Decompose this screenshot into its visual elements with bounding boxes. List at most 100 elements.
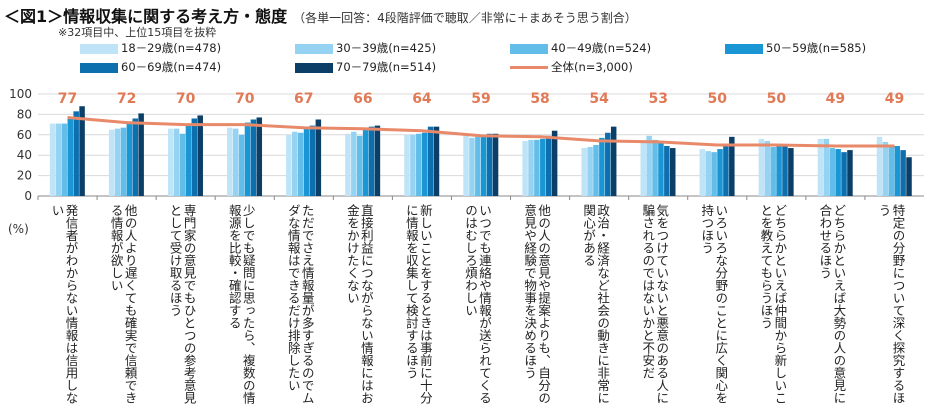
- bar: [882, 141, 889, 196]
- bar: [888, 145, 895, 196]
- bar: [238, 134, 245, 196]
- total-data-label: 67: [294, 91, 313, 107]
- category-label: どちらかといえば大勢の人の意見に合わせるほう: [817, 204, 847, 404]
- category-label: 他の人の意見や提案よりも、自分の意見や経験で物事を決めるほう: [522, 204, 552, 404]
- total-data-label: 58: [530, 91, 549, 107]
- chart-subtitle: （各単一回答：4段階評価で聴取／非常に＋まあそう思う割合）: [293, 11, 637, 25]
- y-tick-label: 20: [17, 169, 32, 183]
- bar: [132, 118, 138, 196]
- bar: [841, 152, 847, 196]
- legend-label: 30－39歳(n=425): [336, 41, 437, 55]
- total-data-label: 70: [235, 91, 255, 107]
- bar: [492, 133, 499, 196]
- bar: [900, 150, 906, 196]
- bar: [469, 137, 475, 196]
- bar: [593, 145, 599, 196]
- bar: [67, 118, 74, 196]
- legend-swatch: [725, 43, 763, 54]
- bar: [185, 124, 192, 196]
- total-data-label: 77: [58, 91, 77, 107]
- bar: [551, 130, 558, 196]
- bar: [292, 131, 298, 196]
- chart-note: ※32項目中、上位15項目を抜粋: [58, 26, 217, 39]
- bar: [173, 128, 180, 196]
- legend-swatch: [295, 43, 333, 54]
- bar: [416, 133, 422, 196]
- bar: [581, 148, 587, 196]
- y-tick-label: 40: [17, 148, 32, 162]
- y-tick-label: 100: [9, 87, 32, 101]
- bar: [545, 135, 552, 196]
- category-label: 特定の分野について深く探究するほう: [876, 204, 906, 404]
- bar: [788, 148, 794, 196]
- bar: [138, 113, 144, 196]
- bar: [847, 150, 853, 196]
- legend-label: 40－49歳(n=524): [551, 41, 652, 55]
- bar: [758, 138, 765, 196]
- bar: [244, 122, 251, 196]
- total-data-label: 70: [176, 91, 196, 107]
- bar: [764, 140, 771, 196]
- bar: [658, 140, 664, 196]
- total-data-label: 49: [826, 91, 845, 107]
- bar: [410, 134, 416, 196]
- bar: [356, 135, 363, 196]
- legend-swatch: [80, 43, 118, 54]
- bar: [475, 136, 481, 196]
- legend-swatch: [80, 62, 118, 73]
- bar: [351, 131, 357, 196]
- legend-label: 50－59歳(n=585): [766, 41, 867, 55]
- bar: [114, 128, 121, 196]
- bar: [191, 118, 198, 196]
- legend-item: 70－79歳(n=514): [295, 61, 436, 74]
- legend-item: 全体(n=3,000): [510, 61, 633, 74]
- bar: [670, 148, 676, 196]
- bar: [906, 157, 912, 196]
- category-label: 直接利益につながらない情報にはお金をかけたくない: [344, 204, 374, 404]
- legend-swatch: [510, 43, 548, 54]
- bar: [835, 149, 841, 196]
- chart-title: ＜図1＞情報収集に関する考え方・態度: [4, 7, 288, 26]
- bar: [197, 115, 203, 196]
- bar: [227, 127, 233, 196]
- bar: [309, 125, 316, 196]
- bar: [705, 151, 711, 196]
- bar: [315, 119, 322, 196]
- total-data-label: 50: [708, 91, 728, 107]
- bar: [610, 126, 617, 196]
- total-data-label: 59: [471, 91, 490, 107]
- bar: [823, 138, 830, 196]
- bar: [729, 136, 735, 196]
- bar: [55, 123, 62, 196]
- category-label: 政治・経済など社会の動きに非常に関心がある: [581, 204, 611, 404]
- bar: [646, 135, 652, 196]
- bar: [232, 128, 239, 196]
- bar: [699, 149, 706, 196]
- bar: [167, 128, 174, 196]
- category-label: 少しでも疑問に思ったら、複数の情報源を比較・確認する: [226, 204, 256, 404]
- bar: [876, 136, 883, 196]
- bar: [374, 125, 381, 196]
- bar: [723, 145, 729, 196]
- legend-item: 18－29歳(n=478): [80, 42, 221, 55]
- bar: [120, 127, 127, 196]
- bar: [250, 119, 257, 196]
- category-label: ただでさえ情報量が多すぎるのでムダな情報はできるだけ排除したい: [285, 204, 315, 404]
- total-data-label: 53: [648, 91, 667, 107]
- y-tick-label: 80: [17, 107, 32, 121]
- bar: [486, 133, 493, 196]
- bar: [297, 132, 304, 196]
- bar: [717, 149, 723, 196]
- legend-label: 60－69歳(n=474): [121, 60, 222, 74]
- bar: [776, 145, 782, 196]
- category-label: いつでも連絡や情報が送られてくるのはむしろ煩わしい: [463, 204, 492, 404]
- bar: [61, 123, 68, 196]
- legend-item: 40－49歳(n=524): [510, 42, 651, 55]
- total-line: [67, 116, 895, 148]
- bar: [421, 132, 428, 196]
- category-label: 新しいことをするときは事前に十分に情報を収集して検討するほう: [403, 204, 433, 404]
- bar: [605, 132, 611, 196]
- legend-label: 全体(n=3,000): [551, 60, 633, 74]
- category-label: いろいろな分野のことに広く関心を持つほう: [699, 204, 729, 404]
